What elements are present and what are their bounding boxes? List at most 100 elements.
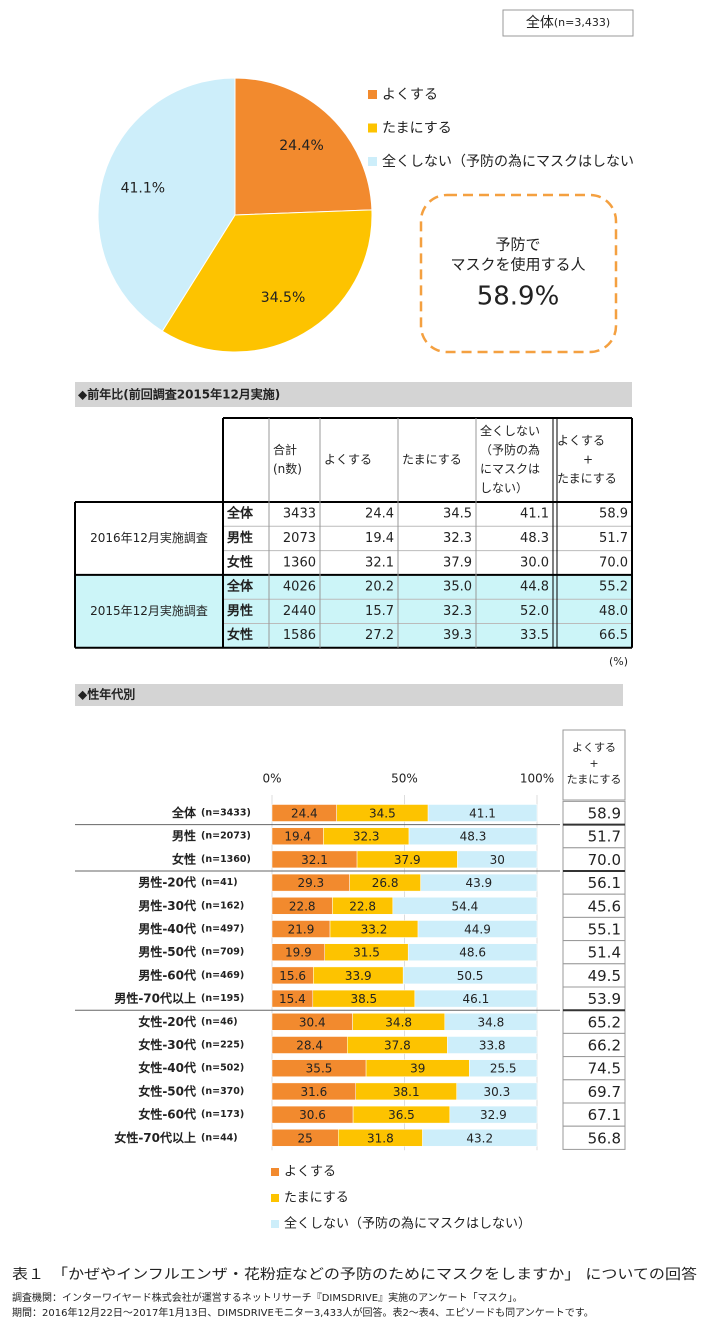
table-cell: 58.9: [599, 507, 628, 522]
table-cell: 32.3: [443, 604, 472, 619]
category-name: 男性-30代: [138, 897, 196, 912]
summary-value: 53.9: [588, 990, 621, 1008]
bar-value-label: 38.1: [393, 1085, 420, 1099]
category-name: 女性-50代: [138, 1083, 196, 1098]
category-note: (n=3433): [201, 808, 251, 819]
bar-segment: [417, 920, 538, 938]
category-label: 男性-20代: [138, 874, 196, 889]
summary-header: たまにする: [567, 773, 622, 786]
table-cell: 15.7: [365, 604, 394, 619]
pie-value-label: 41.1%: [121, 181, 165, 197]
bar-value-label: 15.4: [279, 992, 306, 1006]
category-note: (n=2073): [201, 831, 251, 842]
table-cell: 66.5: [599, 628, 628, 643]
category-note: (n=195): [201, 993, 244, 1004]
annotation-text: マスクを使用する人: [450, 256, 585, 274]
category-name: 女性-30代: [138, 1037, 196, 1052]
table-cell: 34.5: [443, 507, 472, 522]
bar-value-label: 25: [297, 1131, 312, 1145]
row-label: 男性: [227, 603, 253, 619]
category-label: 女性-30代: [138, 1037, 196, 1052]
bar-value-label: 39: [410, 1062, 425, 1076]
legend-label: たまにする: [284, 1191, 349, 1206]
bar-value-label: 54.4: [452, 899, 479, 913]
bar-value-label: 21.9: [288, 923, 315, 937]
bar-value-label: 15.6: [279, 969, 306, 983]
summary-cell: [562, 1125, 626, 1150]
table-cell: 27.2: [365, 628, 394, 643]
bar-value-label: 32.9: [480, 1108, 507, 1122]
category-label: 女性-70代以上: [114, 1129, 196, 1144]
bar-segment: [427, 804, 538, 822]
category-name: 女性-40代: [138, 1060, 196, 1075]
category-name: 女性-70代以上: [114, 1129, 196, 1144]
category-label: 男性-30代: [138, 897, 196, 912]
bar-title-bar: [75, 684, 623, 706]
x-tick-label: 0%: [262, 772, 281, 786]
summary-value: 65.2: [588, 1013, 621, 1031]
category-label: 女性-60代: [138, 1106, 196, 1121]
legend-swatch: [368, 90, 377, 99]
summary-value: 66.2: [588, 1037, 621, 1055]
bar-value-label: 30.6: [299, 1108, 326, 1122]
category-name: 女性-20代: [138, 1013, 196, 1028]
category-name: 男性-50代: [138, 944, 196, 959]
table-cell: 1360: [283, 555, 316, 570]
category-note: (n=41): [201, 877, 238, 888]
caption-note: 調査機関：インターワイヤード株式会社が運営するネットリサーチ『DIMSDRIVE…: [12, 1291, 523, 1304]
category-note: (n=469): [201, 970, 244, 981]
legend-swatch: [271, 1220, 279, 1228]
bar-segment: [457, 850, 538, 869]
table-cell: 51.7: [599, 531, 628, 546]
bar-value-label: 33.2: [361, 923, 388, 937]
table-header: （予防の為: [480, 442, 540, 457]
annotation-value: 58.9%: [477, 282, 560, 312]
category-note: (n=173): [201, 1109, 244, 1120]
table-cell: 2073: [283, 531, 316, 546]
category-label: 女性-40代: [138, 1060, 196, 1075]
bar-segment: [456, 1082, 538, 1101]
table-header: よくする: [557, 434, 605, 448]
bar-value-label: 41.1: [469, 807, 496, 821]
summary-header: よくする: [572, 741, 616, 754]
table-cell: 35.0: [443, 580, 472, 595]
table-cell: 3433: [283, 507, 316, 522]
bar-segment: [392, 897, 538, 915]
caption-title: 表１ 「かぜやインフルエンザ・花粉症などの予防のためにマスクをしますか」 につい…: [12, 1266, 697, 1283]
summary-value: 56.1: [588, 874, 621, 892]
bar-value-label: 50.5: [457, 969, 484, 983]
category-label: 男性: [172, 828, 196, 843]
bar-segment: [420, 873, 538, 892]
table-cell: 41.1: [520, 507, 549, 522]
table-header: しない）: [480, 481, 528, 495]
table-cell: 2440: [283, 604, 316, 619]
bar-value-label: 48.3: [460, 830, 487, 844]
bar-value-label: 24.4: [291, 807, 318, 821]
bar-value-label: 48.6: [459, 946, 486, 960]
bar-value-label: 46.1: [463, 992, 490, 1006]
table-header: +: [583, 453, 593, 467]
category-note: (n=162): [201, 900, 244, 911]
summary-value: 58.9: [588, 805, 621, 823]
bar-segment: [447, 1036, 538, 1054]
pie-title: 全体(n=3,433): [526, 14, 610, 31]
table-unit: (%): [609, 655, 628, 668]
category-name: 女性: [172, 851, 196, 866]
summary-header: +: [589, 757, 598, 770]
pie-value-label: 24.4%: [279, 138, 323, 154]
bar-segment: [444, 1013, 538, 1031]
category-name: 全体: [171, 805, 197, 820]
group-label: 2015年12月実施調査: [90, 603, 208, 618]
bar-value-label: 30: [490, 853, 505, 867]
annotation-text: 予防で: [495, 236, 540, 254]
table-cell: 37.9: [443, 555, 472, 570]
category-note: (n=497): [201, 924, 244, 935]
bar-value-label: 29.3: [297, 876, 324, 890]
table-cell: 20.2: [365, 580, 394, 595]
bar-value-label: 30.4: [299, 1015, 326, 1029]
table-header: (n数): [273, 461, 302, 476]
pie-slice: [97, 77, 236, 332]
category-label: 男性-70代以上: [114, 990, 196, 1005]
